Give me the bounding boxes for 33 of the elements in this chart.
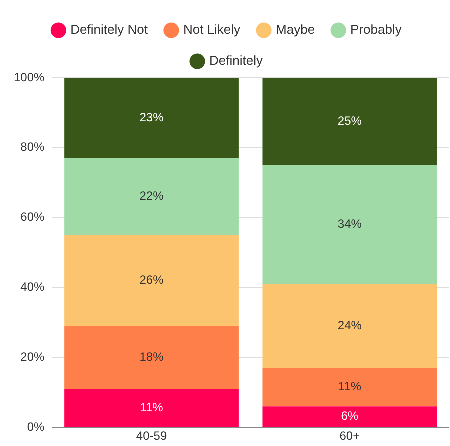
legend-label: Maybe (276, 22, 316, 38)
x-tick-label: 40-59 (136, 429, 168, 444)
bar (64, 326, 239, 390)
data-label: 34% (338, 217, 362, 232)
bar (64, 235, 239, 326)
legend-label: Definitely Not (70, 22, 148, 38)
bar (64, 389, 239, 428)
bar (64, 78, 239, 158)
legend-label: Probably (350, 22, 402, 38)
data-label: 18% (140, 350, 164, 364)
data-label: 23% (140, 110, 164, 125)
legend-label: Definitely (210, 53, 264, 68)
data-label: 11% (140, 400, 164, 414)
data-label: 22% (140, 189, 164, 204)
y-tick-label: 80% (20, 140, 46, 154)
y-tick-label: 100% (14, 70, 46, 84)
bar (262, 165, 438, 284)
bar (64, 158, 239, 236)
bar (262, 368, 438, 407)
y-tick-label: 40% (20, 280, 46, 294)
data-label: 24% (338, 318, 362, 333)
y-tick-label: 60% (20, 210, 46, 224)
data-label: 26% (140, 273, 164, 288)
bar (262, 78, 438, 166)
legend-label: Not Likely (183, 22, 242, 38)
data-label: 11% (338, 380, 362, 394)
y-tick-label: 0% (27, 420, 46, 434)
bar (262, 406, 438, 428)
data-label: 6% (341, 409, 359, 424)
data-label: 25% (338, 114, 362, 128)
x-tick-label: 60+ (340, 429, 360, 444)
bar (262, 284, 438, 368)
y-tick-label: 20% (20, 350, 46, 364)
